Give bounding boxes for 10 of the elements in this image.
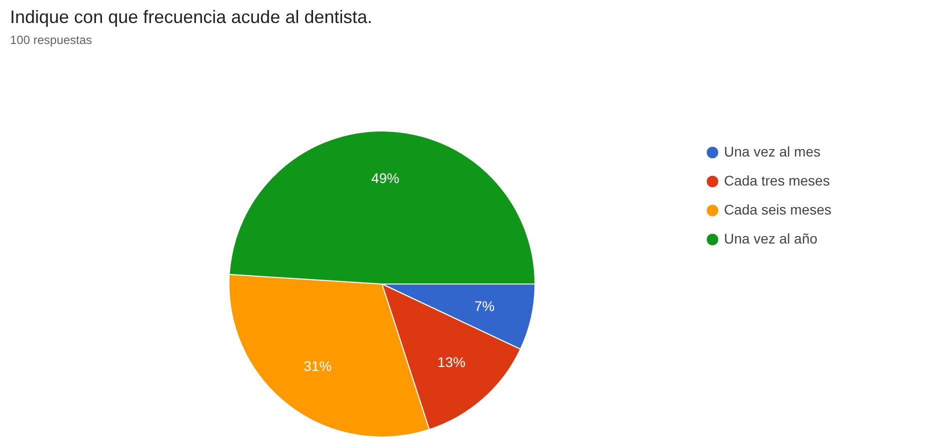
data-label: 49%	[371, 170, 400, 186]
legend-label: Una vez al año	[724, 230, 818, 246]
chart-title: Indique con que frecuencia acude al dentista.	[10, 7, 372, 27]
data-label: 7%	[474, 298, 495, 314]
data-label: 13%	[437, 354, 466, 370]
legend-label: Cada seis meses	[724, 202, 832, 218]
text: 100 respuestas	[10, 33, 92, 47]
data-label: 31%	[304, 358, 332, 374]
legend-label: Una vez al mes	[724, 144, 820, 160]
legend-label: Cada tres meses	[724, 172, 830, 188]
